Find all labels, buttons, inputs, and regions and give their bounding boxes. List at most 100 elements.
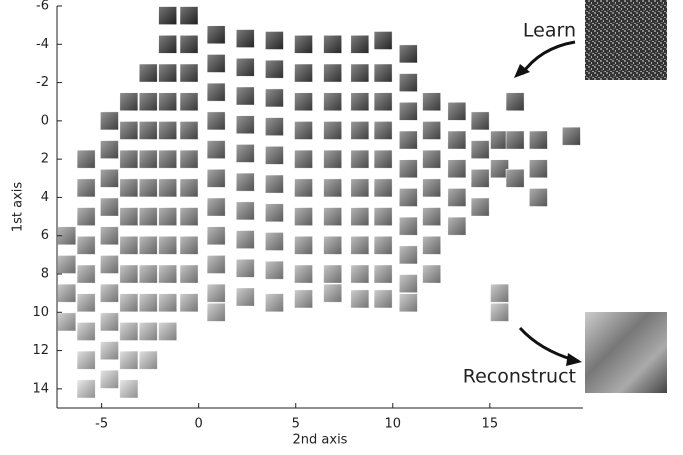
patch-shade — [77, 322, 96, 341]
patch-shade — [350, 150, 369, 169]
patch-shade — [207, 111, 226, 130]
patch-shade — [119, 293, 138, 312]
patch-shade — [179, 121, 198, 140]
patch-shade — [323, 35, 342, 54]
patch-shade — [294, 64, 313, 82]
patch-shade — [207, 140, 226, 159]
patch-shade — [77, 351, 96, 370]
patch-shade — [139, 178, 158, 197]
patch-shade — [471, 140, 490, 159]
patch-shade — [100, 284, 119, 303]
y-tick-label: 8 — [41, 267, 49, 282]
patch-shade — [294, 35, 313, 54]
patch-shade — [139, 322, 158, 341]
y-axis-label: 1st axis — [11, 182, 26, 233]
patch-shade — [207, 284, 226, 303]
patch-shade — [139, 351, 158, 370]
patch-shade — [100, 312, 119, 331]
patch-shade — [158, 178, 177, 197]
patch-shade — [265, 60, 284, 79]
patch-shade — [100, 169, 119, 188]
patch-shade — [529, 159, 548, 178]
patch-shade — [529, 188, 548, 207]
patch-shade — [422, 236, 441, 255]
patch-shade — [119, 150, 138, 169]
patch-shade — [207, 25, 226, 44]
patch-shade — [323, 284, 342, 303]
patch-shade — [399, 44, 418, 63]
patch-shade — [207, 169, 226, 188]
patch-shade — [236, 201, 255, 220]
patch-shade — [236, 230, 255, 249]
patch-shade — [119, 121, 138, 140]
patch-shade — [399, 131, 418, 149]
patch-shade — [323, 207, 342, 226]
patch-shade — [179, 64, 198, 82]
y-tick-label: 14 — [32, 381, 49, 396]
patch-shade — [77, 379, 96, 398]
patch-shade — [77, 293, 96, 312]
patch-shade — [350, 64, 369, 82]
patch-shade — [158, 265, 177, 283]
patch-shade — [179, 265, 198, 283]
y-tick-label: -4 — [36, 37, 49, 52]
patch-shade — [323, 92, 342, 111]
patch-shade — [77, 178, 96, 197]
patch-shade — [490, 131, 509, 149]
patch-shade — [100, 111, 119, 130]
patch-shade — [77, 265, 96, 283]
patch-shade — [422, 207, 441, 226]
patch-shade — [294, 92, 313, 111]
patch-shade — [529, 131, 548, 149]
patch-shade — [57, 255, 76, 274]
patch-shade — [350, 236, 369, 255]
patch-shade — [236, 86, 255, 105]
patch-shade — [490, 284, 509, 303]
patch-shade — [350, 35, 369, 54]
patch-shade — [294, 236, 313, 255]
patch-shade — [294, 178, 313, 197]
patch-shade — [374, 64, 393, 82]
plot-area — [57, 6, 581, 399]
patch-shade — [119, 379, 138, 398]
patch-shade — [422, 265, 441, 283]
patch-shade — [422, 121, 441, 140]
patch-shade — [158, 6, 177, 25]
patch-shade — [207, 54, 226, 73]
patch-shade — [399, 102, 418, 121]
patch-shade — [139, 150, 158, 169]
patch-shade — [139, 207, 158, 226]
patch-shade — [294, 121, 313, 140]
patch-shade — [265, 146, 284, 165]
patch-shade — [139, 265, 158, 283]
patch-shade — [265, 261, 284, 280]
patch-shade — [374, 207, 393, 226]
y-tick-label: 4 — [41, 190, 49, 205]
patch-shade — [399, 159, 418, 178]
reconstruct-arrow — [518, 326, 575, 362]
patch-shade — [265, 88, 284, 107]
patch-shade — [139, 64, 158, 82]
patch-shade — [374, 31, 393, 50]
patch-shade — [265, 203, 284, 222]
patch-shade — [57, 226, 76, 245]
patch-shade — [490, 303, 509, 322]
patch-shade — [399, 73, 418, 92]
patch-shade — [100, 140, 119, 159]
patch-shade — [374, 289, 393, 308]
patch-shade — [447, 102, 466, 121]
reconstruct-label: Reconstruct — [463, 366, 576, 388]
patch-shade — [236, 287, 255, 306]
patch-shade — [447, 159, 466, 178]
patch-shade — [158, 150, 177, 169]
patch-shade — [562, 127, 581, 146]
patch-shade — [447, 217, 466, 236]
y-tick-label: 10 — [32, 305, 49, 320]
patch-shade — [236, 58, 255, 77]
x-tick-label: 10 — [385, 417, 402, 432]
patch-shade — [323, 64, 342, 82]
patch-shade — [422, 92, 441, 111]
y-tick-label: 6 — [41, 228, 49, 243]
patch-shade — [119, 207, 138, 226]
